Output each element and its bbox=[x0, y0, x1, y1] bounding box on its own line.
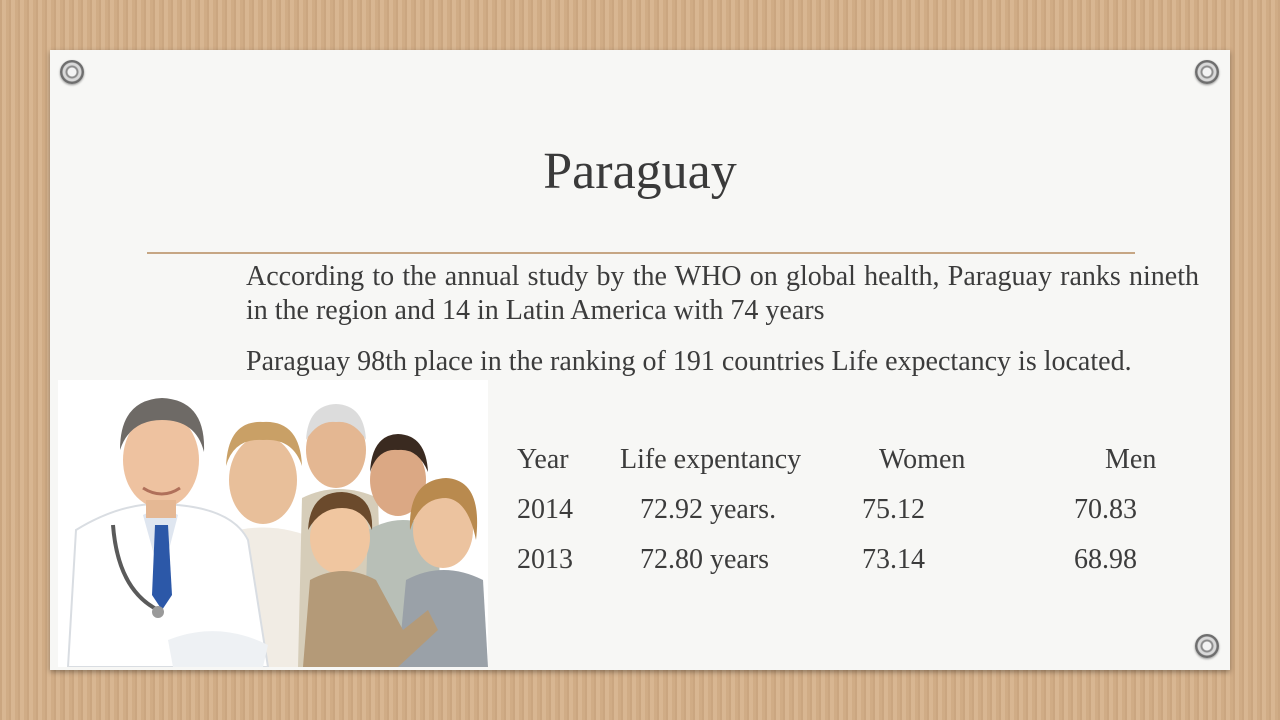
grommet-icon bbox=[60, 60, 84, 84]
cell-life-expectancy: 72.92 years. bbox=[640, 494, 777, 525]
paragraph-ranking: Paraguay 98th place in the ranking of 19… bbox=[246, 346, 1132, 377]
cell-men: 70.83 bbox=[1074, 494, 1137, 525]
cell-year: 2014 bbox=[517, 494, 573, 525]
table-row: 2014 72.92 years. 75.12 70.83 bbox=[517, 494, 1217, 544]
header-men: Men bbox=[1105, 444, 1157, 475]
cell-women: 73.14 bbox=[862, 544, 925, 575]
paragraph-who-study: According to the annual study by the WHO… bbox=[246, 261, 1199, 326]
slide-card: Paraguay According to the annual study b… bbox=[50, 50, 1230, 670]
cell-year: 2013 bbox=[517, 544, 573, 575]
header-life-expectancy: Life expentancy bbox=[620, 444, 802, 475]
grommet-icon bbox=[1195, 634, 1219, 658]
doctor-family-photo bbox=[58, 380, 488, 667]
table-header-row: Year Life expentancy Women Men bbox=[517, 444, 1217, 494]
slide-title: Paraguay bbox=[543, 143, 737, 200]
table-row: 2013 72.80 years 73.14 68.98 bbox=[517, 544, 1217, 594]
cell-life-expectancy: 72.80 years bbox=[640, 544, 770, 575]
title-divider bbox=[147, 252, 1135, 254]
cell-men: 68.98 bbox=[1074, 544, 1137, 575]
header-year: Year bbox=[517, 444, 569, 475]
cell-women: 75.12 bbox=[862, 494, 925, 525]
header-women: Women bbox=[879, 444, 966, 475]
life-expectancy-table: Year Life expentancy Women Men 2014 72.9… bbox=[517, 444, 1217, 594]
grommet-icon bbox=[1195, 60, 1219, 84]
